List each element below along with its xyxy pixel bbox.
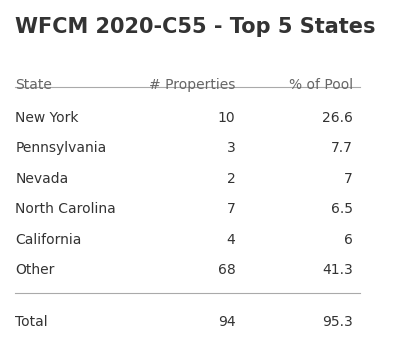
Text: WFCM 2020-C55 - Top 5 States: WFCM 2020-C55 - Top 5 States <box>15 17 375 37</box>
Text: % of Pool: % of Pool <box>289 78 353 92</box>
Text: 7: 7 <box>344 172 353 186</box>
Text: Total: Total <box>15 315 48 330</box>
Text: 2: 2 <box>226 172 235 186</box>
Text: # Properties: # Properties <box>149 78 235 92</box>
Text: 7.7: 7.7 <box>331 141 353 155</box>
Text: 4: 4 <box>226 233 235 247</box>
Text: 3: 3 <box>226 141 235 155</box>
Text: 6: 6 <box>344 233 353 247</box>
Text: New York: New York <box>15 111 79 125</box>
Text: 7: 7 <box>226 202 235 216</box>
Text: North Carolina: North Carolina <box>15 202 116 216</box>
Text: 6.5: 6.5 <box>331 202 353 216</box>
Text: 41.3: 41.3 <box>322 263 353 277</box>
Text: Pennsylvania: Pennsylvania <box>15 141 106 155</box>
Text: 94: 94 <box>218 315 235 330</box>
Text: 68: 68 <box>218 263 235 277</box>
Text: Nevada: Nevada <box>15 172 68 186</box>
Text: California: California <box>15 233 81 247</box>
Text: 26.6: 26.6 <box>322 111 353 125</box>
Text: 10: 10 <box>218 111 235 125</box>
Text: 95.3: 95.3 <box>322 315 353 330</box>
Text: State: State <box>15 78 52 92</box>
Text: Other: Other <box>15 263 55 277</box>
